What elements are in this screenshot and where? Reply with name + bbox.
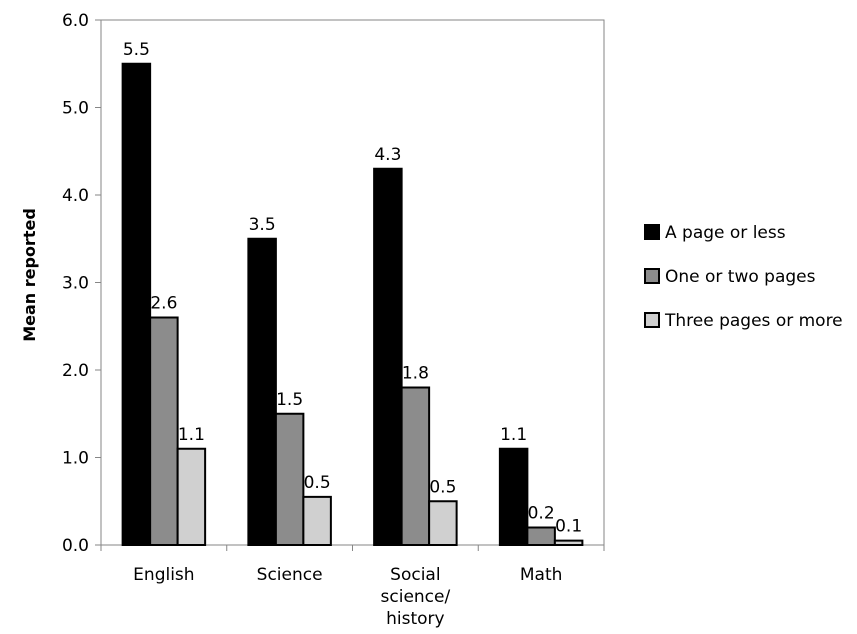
x-category-label: English (133, 565, 194, 585)
bar-value-label: 0.2 (528, 504, 555, 524)
bar (373, 167, 403, 546)
bar (553, 539, 584, 546)
x-category-label: science/ (381, 587, 451, 607)
y-tick-label: 3.0 (62, 274, 89, 294)
x-category-label: Science (257, 565, 323, 585)
bar-value-label: 0.1 (555, 517, 582, 537)
legend-label: One or two pages (665, 267, 816, 287)
bar-value-label: 5.5 (123, 40, 150, 60)
y-tick-label: 6.0 (62, 11, 89, 31)
axes: 0.0 1.0 2.0 3.0 4.0 5.0 6.0 English Science Socia… (62, 11, 605, 629)
y-axis-title: Mean reported (20, 208, 39, 342)
bar-value-label: 1.8 (402, 364, 429, 384)
bar-value-label: 1.1 (500, 425, 527, 445)
y-tick-label: 2.0 (62, 361, 89, 381)
bar (428, 500, 458, 546)
bar-value-label: 1.5 (276, 390, 303, 410)
x-category-label: Social (390, 565, 440, 585)
bars (121, 62, 584, 546)
x-category-label: Math (520, 565, 563, 585)
bar-value-label: 0.5 (429, 477, 456, 497)
bar-value-label: 4.3 (374, 145, 401, 165)
legend-label: Three pages or more (664, 311, 843, 331)
y-tick-label: 5.0 (62, 99, 89, 119)
x-category-label: history (386, 609, 444, 629)
bar-value-label: 1.1 (178, 425, 205, 445)
bar (400, 386, 431, 546)
bar-value-label: 3.5 (249, 215, 276, 235)
bar (247, 237, 277, 546)
bar-value-label: 2.6 (150, 294, 177, 314)
bar (121, 62, 152, 546)
y-tick-label: 4.0 (62, 186, 89, 206)
bar-value-label: 0.5 (304, 473, 331, 493)
legend-swatch (644, 312, 660, 328)
y-tick-label: 1.0 (62, 449, 89, 469)
bar (302, 495, 332, 546)
bar (498, 447, 529, 546)
legend-swatch (644, 268, 660, 284)
y-tick-label: 0.0 (62, 536, 89, 556)
legend-swatch (644, 224, 660, 240)
bar (149, 316, 179, 546)
bar (176, 447, 207, 546)
legend-label: A page or less (665, 223, 786, 243)
data-labels: 5.5 2.6 1.1 3.5 1.5 0.5 4.3 1.8 0.5 1.1 0.20.1 (123, 40, 582, 537)
legend: A page or less One or two pages Three page… (644, 223, 843, 331)
bar (526, 526, 556, 546)
bar (274, 412, 305, 546)
